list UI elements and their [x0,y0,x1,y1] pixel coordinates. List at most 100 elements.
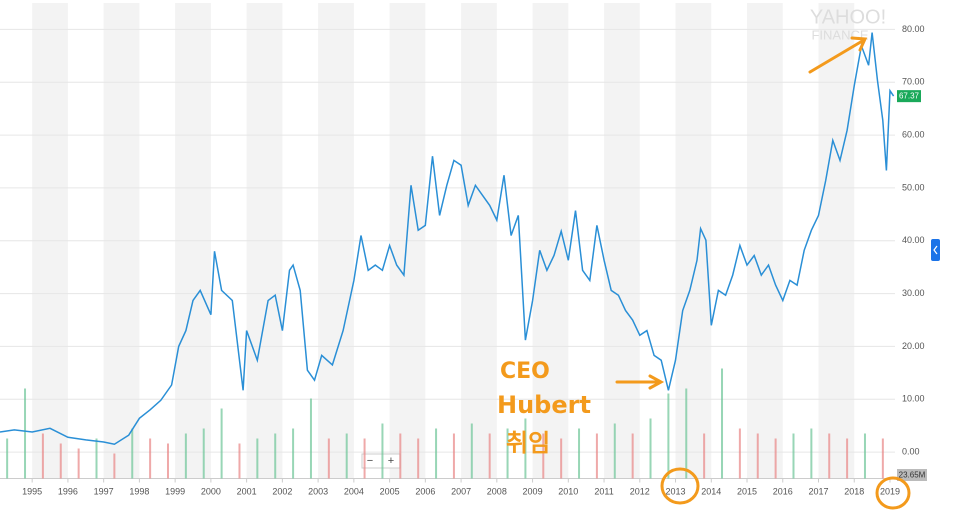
annotation: Hubert [497,391,591,419]
annotation: 취임 [506,429,550,457]
x-tick-label: 2005 [380,486,400,496]
volume-bar [667,393,670,479]
volume-bar [792,433,795,479]
annotation-circle [660,467,700,505]
y-tick-label: 50.00 [902,182,925,192]
y-tick-label: 10.00 [902,394,925,404]
volume-bar [113,453,116,479]
y-tick-label: 20.00 [902,341,925,351]
annotation: CEO [500,359,550,384]
volume-bar [292,428,295,479]
volume-bar [828,433,831,479]
y-tick-label: 40.00 [902,235,925,245]
volume-bar [613,423,616,479]
volume-bar [703,433,706,479]
x-tick-label: 2012 [630,486,650,496]
volume-bar [149,438,152,479]
last-price-tag [897,90,921,103]
volume-bar [881,438,884,479]
volume-bar [578,428,581,479]
volume-bar [95,438,98,479]
annotation-circle [875,476,911,510]
x-tick-label: 2016 [773,486,793,496]
y-tick-label: 60.00 [902,129,925,139]
volume-bar [399,433,402,479]
x-tick-label: 1999 [165,486,185,496]
x-tick-label: 1998 [129,486,149,496]
volume-bar [435,428,438,479]
x-tick-label: 1996 [58,486,78,496]
volume-bar [721,368,724,479]
volume-bar [41,433,44,479]
volume-bar [542,433,545,479]
volume-bar [131,428,134,479]
volume-bar [59,443,62,479]
x-tick-label: 2000 [201,486,221,496]
volume-bar [24,388,27,479]
volume-bar [309,398,312,479]
volume-bar [470,423,473,479]
volume-bar [6,438,9,479]
x-tick-label: 2008 [487,486,507,496]
x-tick-label: 2015 [737,486,757,496]
volume-bar [256,438,259,479]
volume-bar [417,438,420,479]
x-tick-label: 1997 [94,486,114,496]
volume-bar [274,433,277,479]
side-tab-icon [933,245,938,255]
volume-bar [810,428,813,479]
x-tick-label: 2001 [237,486,257,496]
volume-bar [363,438,366,479]
volume-bar [184,433,187,479]
volume-bar [524,418,527,479]
y-tick-label: 30.00 [902,288,925,298]
zoom-in[interactable]: + [388,455,394,467]
watermark: YAHOO! [810,6,886,28]
volume-bar [166,443,169,479]
volume-bar [220,408,223,479]
zoom-out[interactable]: − [367,455,373,467]
x-tick-label: 2019 [880,486,900,496]
annotation-arrow [808,36,868,74]
x-tick-label: 2007 [451,486,471,496]
volume-tag [897,469,927,481]
y-tick-label: 0.00 [902,446,920,456]
volume-bar [506,428,509,479]
side-tab[interactable] [931,239,940,261]
x-tick-label: 2009 [523,486,543,496]
y-tick-label: 70.00 [902,77,925,87]
volume-bar [738,428,741,479]
x-tick-label: 2011 [594,486,613,496]
zoom-control[interactable]: − + [361,453,401,469]
volume-bar [202,428,205,479]
volume-bar [595,433,598,479]
volume-bar [327,438,330,479]
volume-bar [238,443,241,479]
x-tick-label: 2014 [701,486,721,496]
volume-bar [649,418,652,479]
volume-bar [77,448,80,479]
x-tick-label: 2003 [308,486,328,496]
x-tick-label: 2010 [558,486,578,496]
volume-bar [452,433,455,479]
x-tick-label: 1995 [22,486,42,496]
x-tick-label: 2002 [272,486,292,496]
volume-bar [846,438,849,479]
volume-bar [345,433,348,479]
volume-bar [560,438,563,479]
volume-bar [685,388,688,479]
x-tick-label: 2013 [666,486,686,496]
annotation-arrow [615,374,665,390]
volume-label: 23.65M [899,471,926,480]
volume-bar [756,433,759,479]
x-tick-label: 2006 [415,486,435,496]
volume-bar [863,433,866,479]
volume-bar [631,433,634,479]
volume-bar [488,433,491,479]
x-tick-label: 2017 [808,486,828,496]
x-tick-label: 2004 [344,486,364,496]
volume-bar [381,423,384,479]
last-price-label: 67.37 [899,91,920,100]
